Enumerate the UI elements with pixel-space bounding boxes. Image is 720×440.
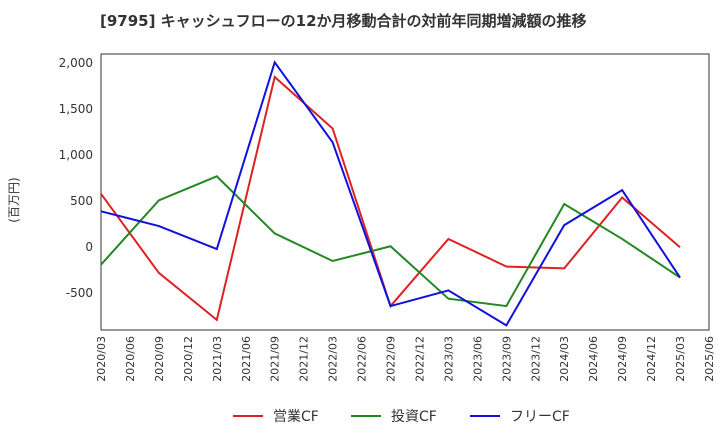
x-tick-label: 2024/09 xyxy=(616,336,629,382)
x-tick-label: 2022/03 xyxy=(327,336,340,382)
x-tick-label: 2024/06 xyxy=(587,336,600,382)
plot-frame xyxy=(100,53,710,331)
x-tick-label: 2021/06 xyxy=(240,336,253,382)
series-line-2 xyxy=(100,60,681,327)
legend-label-0: 営業CF xyxy=(273,409,319,425)
x-tick-label: 2024/03 xyxy=(558,336,571,382)
x-tick-label: 2022/06 xyxy=(356,336,369,382)
x-tick-label: 2021/12 xyxy=(298,336,311,382)
x-tick-label: 2020/06 xyxy=(124,336,137,382)
x-tick-label: 2024/12 xyxy=(645,336,658,382)
x-tick-label: 2025/03 xyxy=(674,336,687,382)
axis-layer: 2020/03 2020/06 2020/09 2020/12 2021/03 2021/… xyxy=(59,53,716,382)
y-axis-label: (百万円) xyxy=(7,177,21,222)
y-tick-label: 0 xyxy=(85,240,93,254)
x-tick-label: 2025/06 xyxy=(703,336,716,382)
x-tick-label: 2020/12 xyxy=(182,336,195,382)
y-tick-label: 1,500 xyxy=(59,102,93,116)
chart-title: [9795] キャッシュフローの12か月移動合計の対前年同期増減額の推移 xyxy=(100,12,587,30)
x-tick-label: 2023/09 xyxy=(500,336,513,382)
x-tick-label: 2023/06 xyxy=(471,336,484,382)
x-tick-label: 2021/03 xyxy=(211,336,224,382)
y-tick-label: 2,000 xyxy=(59,56,93,70)
x-tick-label: 2023/12 xyxy=(529,336,542,382)
y-tick-label: 500 xyxy=(70,194,93,208)
legend-label-2: フリーCF xyxy=(510,409,570,425)
series-layer xyxy=(100,60,681,327)
x-tick-label: 2020/03 xyxy=(95,336,108,382)
legend-layer: 営業CF 投資CF フリーCF xyxy=(233,409,570,425)
x-tick-label: 2022/12 xyxy=(413,336,426,382)
x-tick-label: 2023/03 xyxy=(442,336,455,382)
legend-label-1: 投資CF xyxy=(391,409,437,425)
y-tick-label: -500 xyxy=(66,286,93,300)
y-tick-label: 1,000 xyxy=(59,148,93,162)
x-tick-label: 2022/09 xyxy=(385,336,398,382)
series-line-1 xyxy=(100,175,681,308)
x-tick-label: 2021/09 xyxy=(269,336,282,382)
x-tick-label: 2020/09 xyxy=(153,336,166,382)
